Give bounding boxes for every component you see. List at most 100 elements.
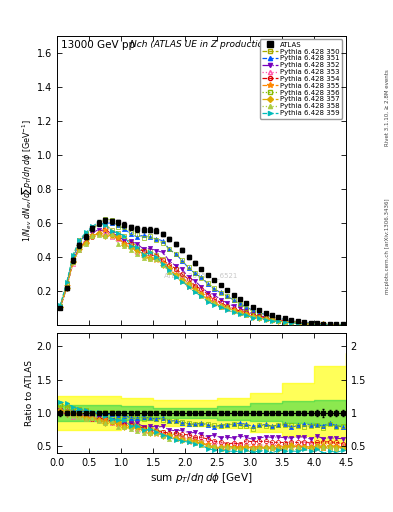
Pythia 6.428 350 [199,291,204,297]
Pythia 6.428 350 [295,320,300,326]
Pythia 6.428 353 [263,315,268,322]
Line: Pythia 6.428 353: Pythia 6.428 353 [58,230,345,327]
Pythia 6.428 359 [83,229,88,236]
Pythia 6.428 351 [154,236,159,242]
Pythia 6.428 354 [77,245,82,251]
Pythia 6.428 354 [321,321,326,327]
Pythia 6.428 350 [103,221,108,227]
Pythia 6.428 359 [327,322,332,328]
Pythia 6.428 357 [250,313,255,319]
Pythia 6.428 353 [180,274,184,280]
Pythia 6.428 357 [83,240,88,246]
Pythia 6.428 353 [129,243,133,249]
Pythia 6.428 356 [295,318,300,325]
Pythia 6.428 359 [263,316,268,323]
Pythia 6.428 358 [77,247,82,253]
Pythia 6.428 359 [321,322,326,328]
Pythia 6.428 357 [276,318,281,324]
Pythia 6.428 354 [257,313,261,319]
Pythia 6.428 352 [71,258,75,264]
Pythia 6.428 350 [141,248,146,254]
Pythia 6.428 358 [141,255,146,261]
Pythia 6.428 354 [327,322,332,328]
Pythia 6.428 357 [71,259,75,265]
Pythia 6.428 359 [148,249,152,255]
Pythia 6.428 355 [173,272,178,279]
Pythia 6.428 356 [308,320,313,326]
Pythia 6.428 352 [270,315,274,322]
Pythia 6.428 354 [96,229,101,236]
Pythia 6.428 352 [327,322,332,328]
Pythia 6.428 357 [193,287,197,293]
Pythia 6.428 356 [314,321,319,327]
Text: mcplots.cern.ch [arXiv:1306.3436]: mcplots.cern.ch [arXiv:1306.3436] [385,198,390,293]
Pythia 6.428 357 [295,320,300,326]
Pythia 6.428 352 [302,320,307,326]
Pythia 6.428 351 [212,286,217,292]
Legend: ATLAS, Pythia 6.428 350, Pythia 6.428 351, Pythia 6.428 352, Pythia 6.428 353, P: ATLAS, Pythia 6.428 350, Pythia 6.428 35… [260,39,342,118]
Pythia 6.428 355 [122,241,127,247]
Pythia 6.428 351 [90,224,95,230]
Pythia 6.428 350 [135,243,140,249]
Pythia 6.428 359 [231,309,236,315]
Pythia 6.428 359 [109,228,114,234]
Pythia 6.428 351 [263,312,268,318]
Pythia 6.428 357 [122,242,127,248]
Line: Pythia 6.428 359: Pythia 6.428 359 [58,220,345,327]
Pythia 6.428 357 [90,233,95,239]
Pythia 6.428 353 [327,322,332,328]
Pythia 6.428 358 [135,251,140,258]
Pythia 6.428 356 [71,255,75,261]
Pythia 6.428 353 [58,305,62,311]
Pythia 6.428 354 [116,235,120,241]
Pythia 6.428 353 [314,321,319,327]
Pythia 6.428 351 [103,220,108,226]
Pythia 6.428 350 [71,252,75,259]
Pythia 6.428 352 [135,241,140,247]
Pythia 6.428 352 [340,322,345,328]
Pythia 6.428 359 [103,222,108,228]
Pythia 6.428 354 [314,321,319,327]
Pythia 6.428 352 [173,263,178,269]
Pythia 6.428 356 [206,280,210,286]
Pythia 6.428 354 [186,276,191,282]
Pythia 6.428 355 [64,284,69,290]
Pythia 6.428 357 [167,265,172,271]
Pythia 6.428 350 [77,238,82,244]
Pythia 6.428 358 [90,233,95,239]
Pythia 6.428 352 [122,238,127,244]
Pythia 6.428 351 [199,274,204,281]
Pythia 6.428 355 [160,261,165,267]
Pythia 6.428 354 [237,308,242,314]
Pythia 6.428 351 [244,304,249,310]
Pythia 6.428 351 [225,293,230,300]
Pythia 6.428 355 [302,321,307,327]
Pythia 6.428 354 [122,240,127,246]
Pythia 6.428 350 [244,311,249,317]
Pythia 6.428 351 [77,240,82,246]
Pythia 6.428 358 [116,241,120,247]
Pythia 6.428 354 [334,322,338,328]
Pythia 6.428 355 [116,236,120,242]
Pythia 6.428 357 [237,310,242,316]
Pythia 6.428 350 [250,313,255,319]
Pythia 6.428 352 [167,258,172,264]
Line: Pythia 6.428 354: Pythia 6.428 354 [58,226,345,327]
Pythia 6.428 357 [302,321,307,327]
Pythia 6.428 357 [180,278,184,284]
Pythia 6.428 353 [148,252,152,259]
Pythia 6.428 356 [212,285,217,291]
Pythia 6.428 359 [77,237,82,243]
Pythia 6.428 353 [122,240,127,246]
Pythia 6.428 351 [180,258,184,264]
Pythia 6.428 355 [167,266,172,272]
Line: Pythia 6.428 357: Pythia 6.428 357 [58,231,345,327]
Pythia 6.428 354 [289,319,294,325]
Pythia 6.428 352 [116,233,120,239]
Pythia 6.428 352 [206,290,210,296]
Pythia 6.428 356 [327,321,332,327]
Pythia 6.428 354 [58,304,62,310]
Pythia 6.428 355 [103,227,108,233]
Pythia 6.428 359 [58,302,62,308]
Pythia 6.428 356 [193,270,197,276]
